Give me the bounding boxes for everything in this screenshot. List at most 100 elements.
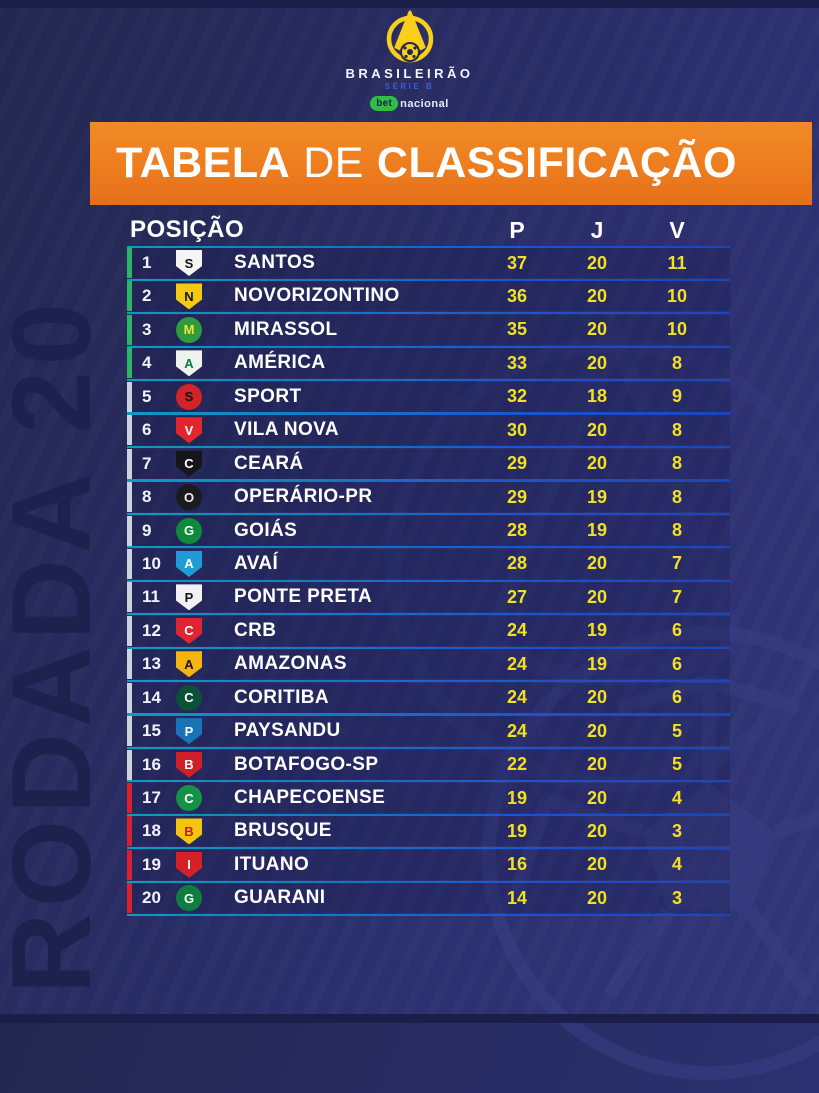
table-row: 11 P PONTE PRETA 27 20 7 <box>127 582 730 616</box>
position-number: 11 <box>142 587 160 607</box>
team-name: VILA NOVA <box>234 419 339 441</box>
team-crest-icon: V <box>176 417 202 444</box>
games-value: 20 <box>586 687 608 708</box>
table-row: 16 B BOTAFOGO-SP 22 20 5 <box>127 749 730 783</box>
team-name: CHAPECOENSE <box>234 787 386 808</box>
table-row: 2 N NOVORIZONTINO 36 20 10 <box>127 281 730 315</box>
wins-value: 5 <box>671 720 682 741</box>
position-number: 5 <box>142 386 152 406</box>
table-row: 8 O OPERÁRIO-PR 29 19 8 <box>127 482 730 515</box>
points-value: 24 <box>506 653 528 674</box>
wins-value: 8 <box>671 486 682 507</box>
team-name: SPORT <box>234 385 302 407</box>
games-value: 20 <box>586 586 608 607</box>
position-number: 13 <box>142 654 161 674</box>
position-number: 12 <box>142 620 161 640</box>
table-row: 6 V VILA NOVA 30 20 8 <box>127 415 730 449</box>
position-number: 10 <box>142 553 161 573</box>
points-value: 30 <box>506 419 528 440</box>
team-name: OPERÁRIO-PR <box>234 486 373 508</box>
team-name: SANTOS <box>234 252 316 273</box>
round-label: RODADA 20 <box>0 296 114 994</box>
table-header-row: POSIÇÃO P J V <box>127 212 730 248</box>
team-name: PAYSANDU <box>234 720 341 742</box>
games-value: 20 <box>586 319 608 340</box>
competition-name: BRASILEIRÃO <box>345 66 474 81</box>
position-number: 18 <box>142 821 161 841</box>
points-value: 28 <box>506 520 528 540</box>
wins-value: 6 <box>671 653 682 674</box>
games-value: 20 <box>586 754 608 775</box>
position-number: 20 <box>142 888 161 908</box>
wins-value: 5 <box>671 754 682 775</box>
team-crest-icon: S <box>176 383 202 410</box>
table-row: 18 B BRUSQUE 19 20 3 <box>127 816 730 850</box>
points-value: 35 <box>506 319 528 340</box>
games-value: 20 <box>586 887 608 908</box>
points-value: 37 <box>506 252 528 273</box>
team-name: CEARÁ <box>234 452 304 474</box>
wins-value: 6 <box>671 687 682 708</box>
standings-table: POSIÇÃO P J V 1 S SANTOS 37 20 11 2 N NO… <box>127 212 730 917</box>
wins-value: 7 <box>671 586 682 607</box>
header-games: J <box>590 216 604 243</box>
games-value: 20 <box>586 820 608 841</box>
games-value: 20 <box>586 553 608 574</box>
team-crest-icon: M <box>176 316 202 343</box>
team-crest-icon: I <box>176 851 202 878</box>
points-value: 29 <box>506 486 528 507</box>
table-row: 10 A AVAÍ 28 20 7 <box>127 548 730 582</box>
team-name: AVAÍ <box>234 552 279 574</box>
team-crest-icon: A <box>176 651 202 678</box>
position-number: 15 <box>142 721 161 741</box>
points-value: 29 <box>506 453 528 474</box>
top-border-bar <box>0 0 819 8</box>
table-row: 19 I ITUANO 16 20 4 <box>127 849 730 883</box>
games-value: 19 <box>586 486 608 507</box>
team-crest-icon: N <box>176 283 202 310</box>
team-name: ITUANO <box>234 853 310 875</box>
table-row: 13 A AMAZONAS 24 19 6 <box>127 649 730 683</box>
league-trophy-icon <box>386 10 433 63</box>
sponsor-nacional-label: nacional <box>400 97 449 110</box>
team-name: AMÉRICA <box>234 352 326 374</box>
table-row: 17 C CHAPECOENSE 19 20 4 <box>127 783 730 816</box>
games-value: 19 <box>586 653 608 674</box>
team-name: AMAZONAS <box>234 653 347 675</box>
team-crest-icon: C <box>176 617 202 644</box>
position-number: 8 <box>142 487 152 507</box>
table-row: 14 C CORITIBA 24 20 6 <box>127 682 730 716</box>
points-value: 14 <box>506 887 528 908</box>
team-crest-icon: C <box>176 684 202 711</box>
wins-value: 9 <box>671 386 682 407</box>
position-number: 17 <box>142 788 161 807</box>
games-value: 20 <box>586 787 608 808</box>
wins-value: 10 <box>666 285 688 306</box>
series-label: SÉRIE B <box>384 82 435 91</box>
games-value: 20 <box>586 352 608 373</box>
wins-value: 8 <box>671 453 682 474</box>
title-banner: TABELA DE CLASSIFICAÇÃO <box>90 122 812 205</box>
points-value: 24 <box>506 620 528 641</box>
team-name: NOVORIZONTINO <box>234 285 400 307</box>
table-row: 12 C CRB 24 19 6 <box>127 615 730 649</box>
points-value: 24 <box>506 687 528 708</box>
team-name: CORITIBA <box>234 686 330 708</box>
wins-value: 6 <box>671 620 682 641</box>
wins-value: 3 <box>671 887 682 908</box>
team-crest-icon: P <box>176 584 202 611</box>
table-row: 5 S SPORT 32 18 9 <box>127 381 730 415</box>
team-crest-icon: P <box>176 718 202 745</box>
team-name: GUARANI <box>234 887 326 909</box>
position-number: 14 <box>142 687 161 707</box>
team-crest-icon: G <box>176 885 202 912</box>
wins-value: 4 <box>671 787 682 808</box>
table-body: 1 S SANTOS 37 20 11 2 N NOVORIZONTINO 36… <box>127 245 730 917</box>
team-crest-icon: B <box>176 751 202 778</box>
points-value: 24 <box>506 720 528 741</box>
points-value: 22 <box>506 754 528 775</box>
games-value: 19 <box>586 520 608 540</box>
team-name: GOIÁS <box>234 519 298 541</box>
position-number: 19 <box>142 854 161 874</box>
banner-word-classificacao: CLASSIFICAÇÃO <box>376 139 737 187</box>
